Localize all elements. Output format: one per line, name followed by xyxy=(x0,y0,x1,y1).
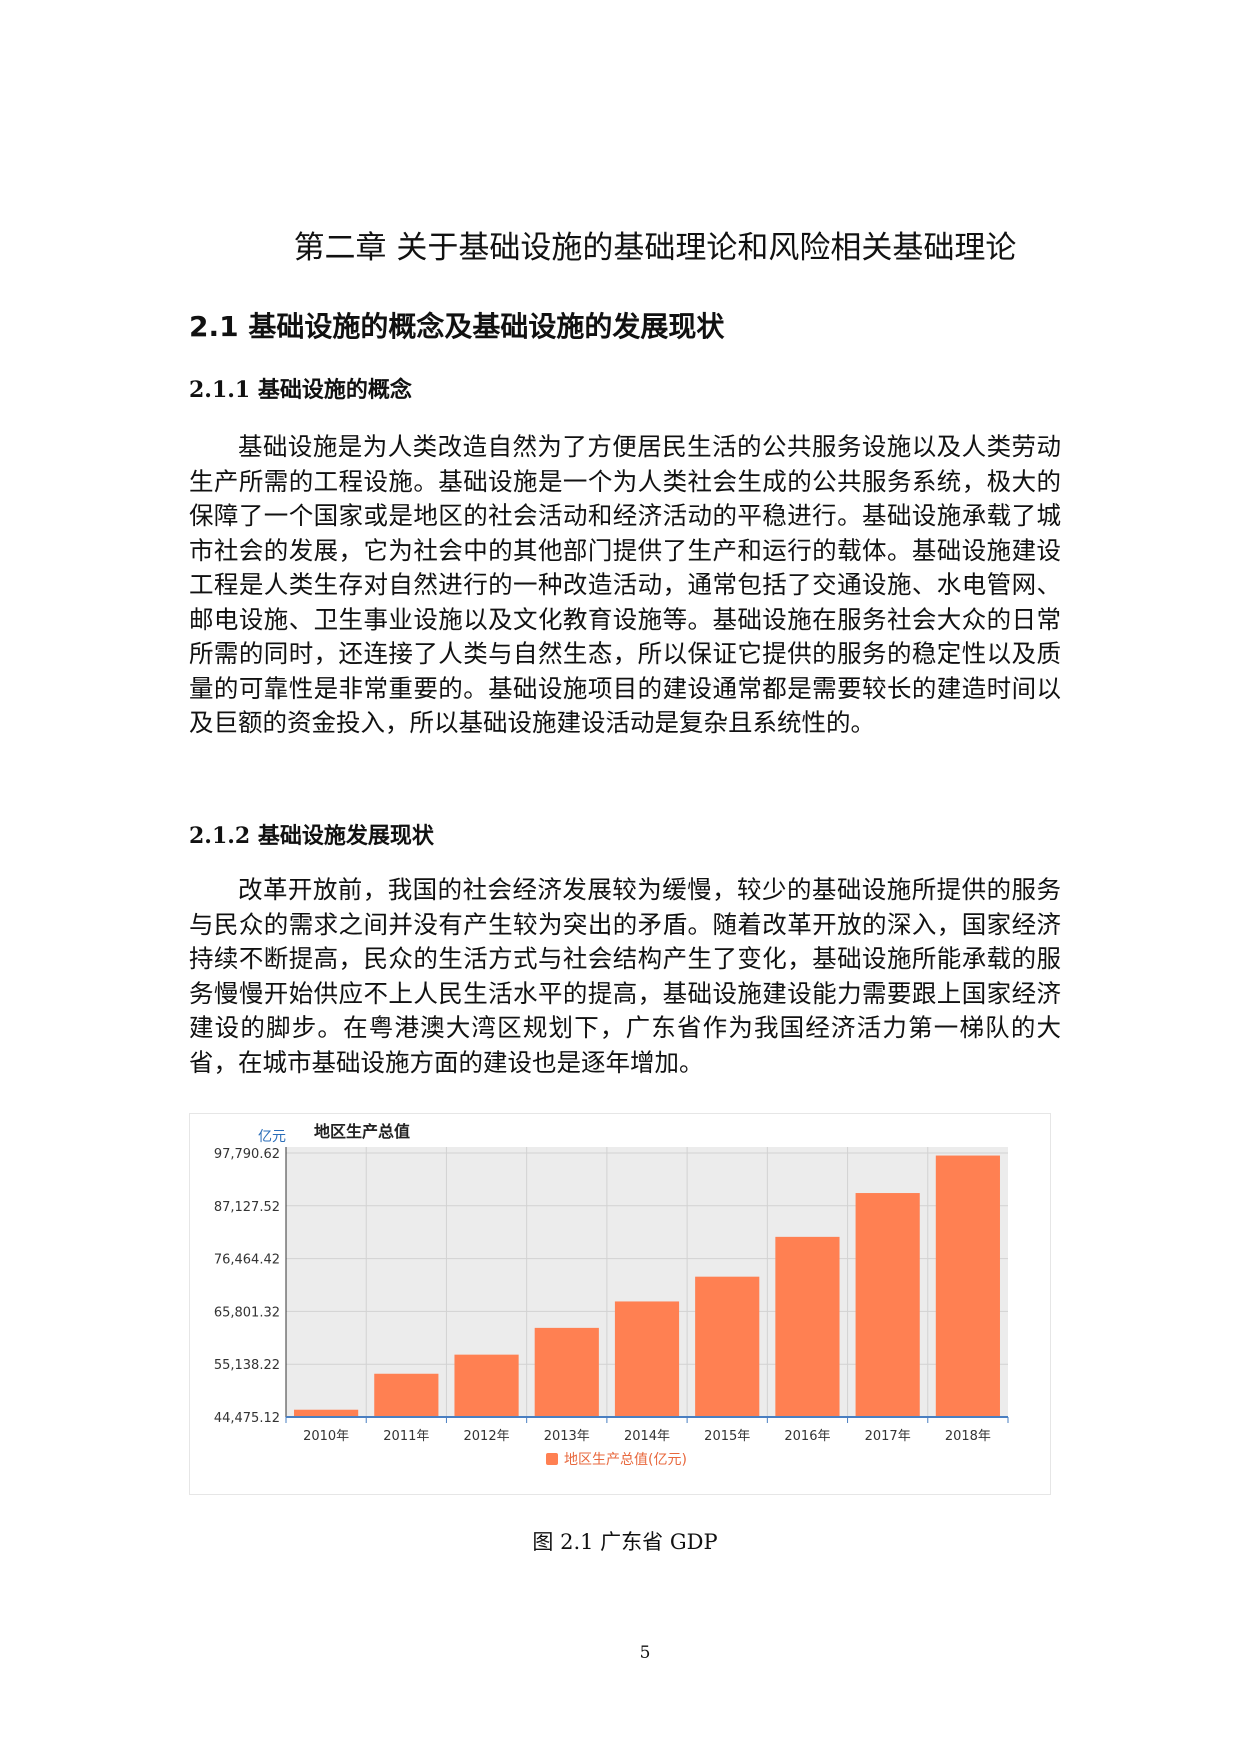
bar-2015年 xyxy=(695,1276,760,1417)
x-tick-label: 2018年 xyxy=(945,1429,991,1444)
x-tick-label: 2017年 xyxy=(865,1429,911,1444)
gdp-bar-chart: 44,475.12 55,138.22 65,801.32 76,464.42 87,1… xyxy=(214,1122,1009,1468)
chapter-title: 第二章 关于基础设施的基础理论和风险相关基础理论 xyxy=(293,230,1017,266)
section-title: 2.1 基础设施的概念及基础设施的发展现状 xyxy=(189,310,725,343)
y-tick-label: 65,801.32 xyxy=(214,1305,280,1320)
x-tick-label: 2011年 xyxy=(383,1429,429,1444)
legend-label: 地区生产总值(亿元) xyxy=(564,1452,687,1468)
y-tick-label: 87,127.52 xyxy=(214,1200,280,1215)
y-tick-label: 97,790.62 xyxy=(214,1147,280,1162)
x-tick-label: 2013年 xyxy=(544,1429,590,1444)
x-tick-label: 2016年 xyxy=(784,1429,830,1444)
x-tick-label: 2010年 xyxy=(303,1429,349,1444)
subsection-1-paragraph: 基础设施是为人类改造自然为了方便居民生活的公共服务设施以及人类劳动生产所需的工程… xyxy=(189,432,1061,737)
y-tick-label: 44,475.12 xyxy=(214,1411,280,1426)
subsection-2-title: 2.1.2 基础设施发展现状 xyxy=(189,823,434,849)
bar-2010年 xyxy=(294,1409,359,1417)
x-tick-label: 2014年 xyxy=(624,1429,670,1444)
bar-2012年 xyxy=(454,1354,519,1417)
figure-caption: 图 2.1 广东省 GDP xyxy=(532,1530,718,1554)
x-tick-label: 2012年 xyxy=(464,1429,510,1444)
subsection-1-title: 2.1.1 基础设施的概念 xyxy=(189,377,412,403)
y-tick-label: 55,138.22 xyxy=(214,1358,280,1373)
gdp-chart-figure: 44,475.12 55,138.22 65,801.32 76,464.42 87,1… xyxy=(189,1113,1051,1495)
bar-2014年 xyxy=(614,1301,680,1417)
chart-title: 地区生产总值 xyxy=(314,1122,410,1141)
bar-2016年 xyxy=(775,1236,840,1417)
bar-2013年 xyxy=(534,1327,599,1417)
x-tick-label: 2015年 xyxy=(704,1429,750,1444)
y-axis-unit-label: 亿元 xyxy=(258,1129,286,1145)
bar-2017年 xyxy=(855,1193,920,1417)
bar-2018年 xyxy=(935,1155,1000,1417)
bar-2011年 xyxy=(374,1373,439,1417)
page-number: 5 xyxy=(639,1643,651,1663)
legend-swatch xyxy=(546,1453,558,1465)
subsection-2-paragraph: 改革开放前，我国的社会经济发展较为缓慢，较少的基础设施所提供的服务与民众的需求之… xyxy=(189,875,1061,1077)
y-tick-label: 76,464.42 xyxy=(214,1253,280,1268)
